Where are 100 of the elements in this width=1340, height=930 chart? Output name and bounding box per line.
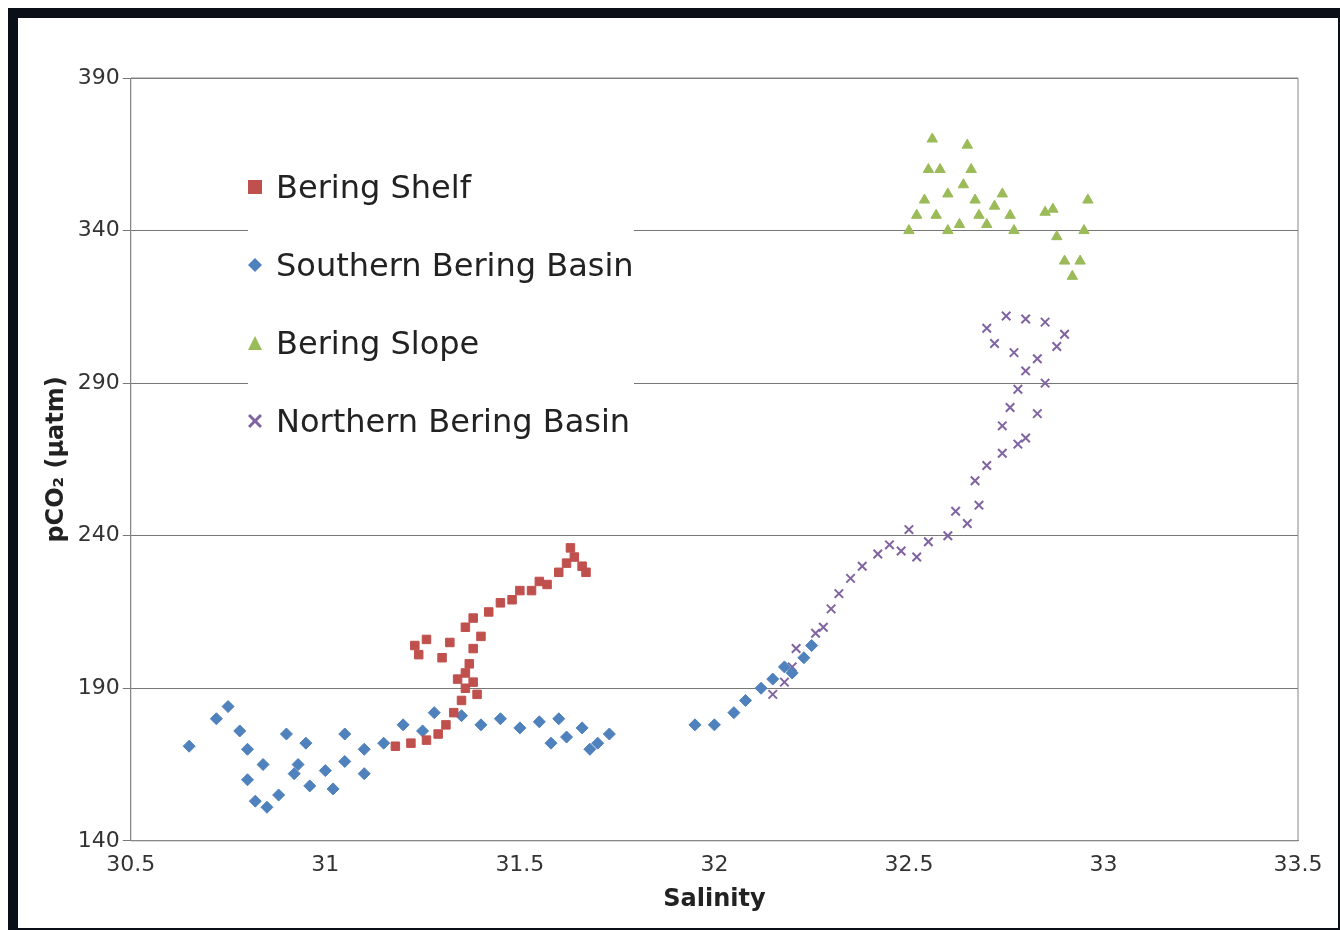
point: [790, 643, 802, 654]
point: [727, 706, 741, 720]
point: [930, 208, 942, 219]
point: [903, 224, 915, 235]
point: [973, 499, 985, 511]
x-axis-title: Salinity: [663, 883, 766, 912]
point: [1020, 432, 1031, 444]
point: [552, 712, 566, 726]
point: [279, 727, 293, 741]
point: [338, 727, 352, 741]
legend-label: Northern Bering Basin: [276, 402, 631, 440]
point: [460, 683, 471, 693]
point: [515, 585, 525, 596]
point: [390, 741, 401, 751]
point: [779, 676, 790, 688]
point: [989, 338, 1000, 349]
point: [942, 530, 954, 541]
point: [468, 613, 478, 623]
point: [421, 735, 432, 745]
y-tick-label: 240: [77, 521, 120, 547]
point: [396, 718, 410, 732]
point: [1004, 402, 1016, 413]
point: [785, 666, 799, 680]
point: [818, 621, 829, 633]
point: [942, 187, 954, 198]
point: [942, 224, 954, 235]
point: [406, 738, 416, 748]
point: [739, 693, 753, 707]
point: [707, 718, 721, 732]
point: [452, 674, 463, 684]
point: [456, 695, 467, 706]
legend-label: Bering Shelf: [276, 168, 471, 206]
point: [981, 217, 993, 228]
point: [318, 764, 332, 778]
point: [918, 193, 931, 204]
point: [256, 758, 270, 772]
point: [895, 545, 907, 557]
point: [988, 199, 1001, 210]
point: [754, 681, 768, 695]
point: [561, 558, 572, 568]
point: [526, 585, 537, 596]
point: [441, 720, 451, 730]
point: [565, 543, 576, 553]
point: [1032, 408, 1043, 419]
point: [272, 788, 286, 802]
point: [911, 208, 923, 219]
point: [241, 742, 255, 756]
point: [554, 567, 564, 578]
point: [805, 639, 819, 653]
point: [416, 724, 430, 738]
point: [513, 721, 527, 735]
point: [1059, 329, 1070, 340]
point: [581, 567, 591, 578]
point: [1000, 310, 1012, 322]
legend-label: Bering Slope: [276, 324, 480, 362]
point: [357, 742, 371, 756]
point: [495, 598, 506, 608]
point: [209, 712, 223, 726]
point: [1074, 254, 1086, 265]
point: [981, 322, 992, 334]
point: [507, 595, 517, 605]
point: [934, 163, 946, 174]
point: [468, 677, 478, 687]
point: [221, 700, 235, 714]
point: [922, 163, 935, 174]
x-tick-label: 32.5: [884, 850, 934, 876]
point: [923, 536, 934, 548]
point: [483, 607, 494, 617]
point: [981, 460, 992, 471]
point: [1032, 353, 1043, 364]
point: [338, 754, 352, 768]
point: [1066, 269, 1079, 280]
point: [962, 518, 973, 529]
point: [961, 138, 973, 149]
legend-label: Southern Bering Basin: [276, 246, 634, 284]
point: [583, 742, 597, 756]
point: [857, 560, 868, 572]
point: [427, 706, 441, 720]
point: [953, 217, 966, 228]
point: [969, 475, 981, 486]
point: [1004, 208, 1016, 219]
point: [474, 718, 488, 732]
point: [777, 660, 791, 674]
x-tick-label: 33: [1089, 850, 1118, 876]
y-tick-label: 190: [77, 673, 120, 699]
point: [1012, 383, 1024, 395]
point: [377, 736, 391, 750]
point: [926, 132, 938, 143]
point: [326, 782, 340, 796]
point: [233, 724, 247, 738]
point: [1082, 193, 1094, 204]
point: [241, 773, 255, 787]
x-tick-label: 32: [700, 850, 729, 876]
point: [688, 718, 702, 732]
point: [903, 524, 915, 535]
point: [1020, 365, 1031, 377]
point: [911, 551, 922, 563]
point: [969, 193, 981, 204]
x-tick-label: 31.5: [495, 850, 545, 876]
point: [797, 651, 811, 665]
